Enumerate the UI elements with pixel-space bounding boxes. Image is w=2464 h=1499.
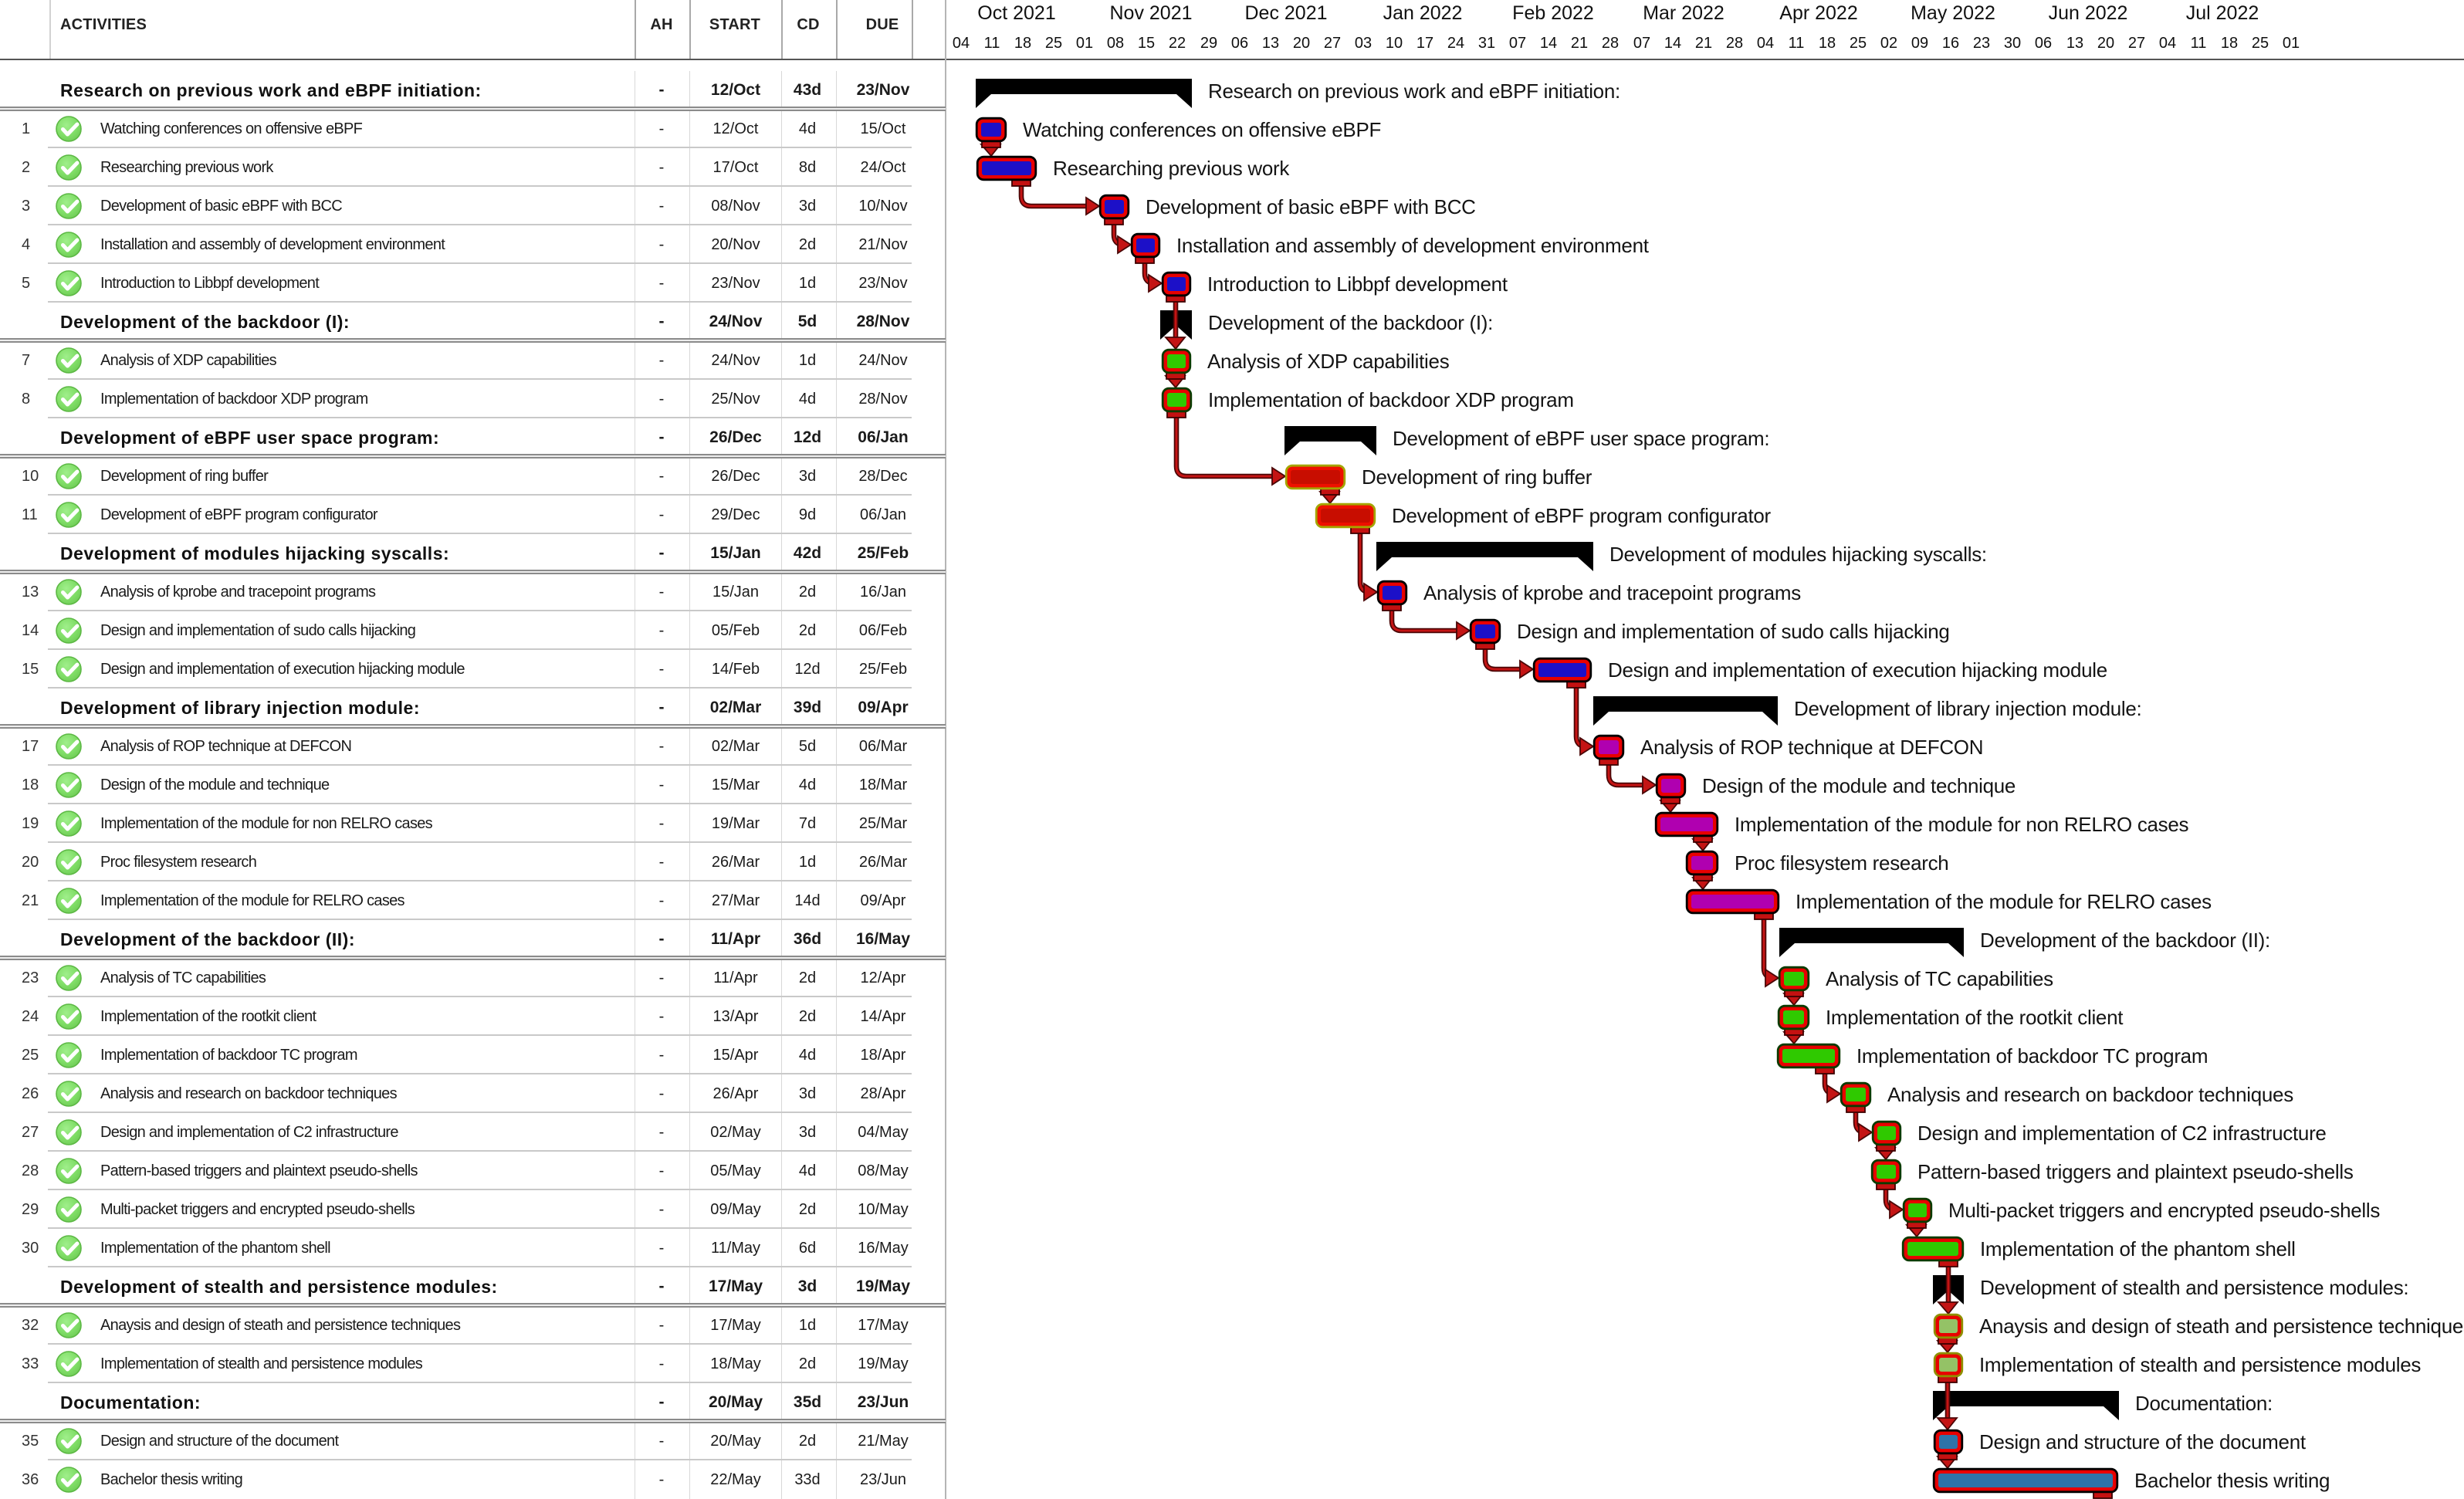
svg-text:Implementation of the module f: Implementation of the module for non REL…	[1735, 813, 2189, 836]
svg-text:Development of library injecti: Development of library injection module:	[1794, 697, 2141, 720]
svg-text:Design of the module and techn: Design of the module and technique	[1702, 774, 2016, 797]
svg-text:Development of stealth and per: Development of stealth and persistence m…	[1980, 1276, 2408, 1299]
svg-text:Analysis of kprobe and tracepo: Analysis of kprobe and tracepoint progra…	[1423, 581, 1801, 604]
svg-text:Development of eBPF program co: Development of eBPF program configurator	[1392, 504, 1772, 527]
svg-text:Pattern-based triggers and pla: Pattern-based triggers and plaintext pse…	[1917, 1160, 2354, 1183]
svg-text:Installation and assembly of d: Installation and assembly of development…	[1176, 234, 1650, 257]
svg-text:Development of basic eBPF with: Development of basic eBPF with BCC	[1146, 195, 1476, 218]
svg-text:Development of modules hijacki: Development of modules hijacking syscall…	[1609, 543, 1987, 566]
svg-text:Research on previous work and: Research on previous work and eBPF initi…	[1208, 80, 1620, 103]
svg-text:Introduction to Libbpf develop: Introduction to Libbpf development	[1207, 272, 1508, 296]
svg-text:Bachelor thesis writing: Bachelor thesis writing	[2134, 1469, 2330, 1492]
svg-text:Documentation:: Documentation:	[2135, 1392, 2273, 1415]
svg-text:Analysis of ROP technique at D: Analysis of ROP technique at DEFCON	[1640, 736, 1983, 759]
svg-text:Development of ring buffer: Development of ring buffer	[1362, 465, 1592, 489]
svg-text:Multi-packet triggers and encr: Multi-packet triggers and encrypted pseu…	[1948, 1199, 2380, 1222]
svg-text:Proc filesystem research: Proc filesystem research	[1735, 851, 1948, 875]
svg-text:Design and implementation of e: Design and implementation of execution h…	[1608, 658, 2107, 682]
svg-text:Development of the backdoor (I: Development of the backdoor (I):	[1208, 311, 1493, 334]
svg-text:Anaysis and design of steath a: Anaysis and design of steath and persist…	[1979, 1315, 2464, 1338]
svg-text:Implementation of backdoor XDP: Implementation of backdoor XDP program	[1208, 388, 1574, 411]
svg-text:Development of the backdoor (I: Development of the backdoor (II):	[1980, 929, 2270, 952]
svg-text:Analysis of TC capabilities: Analysis of TC capabilities	[1826, 967, 2053, 990]
svg-text:Design and implementation of s: Design and implementation of sudo calls …	[1517, 620, 1950, 643]
svg-text:Analysis and research on backd: Analysis and research on backdoor techni…	[1887, 1083, 2293, 1106]
svg-text:Implementation of the rootkit: Implementation of the rootkit client	[1826, 1006, 2124, 1029]
svg-text:Watching conferences on offens: Watching conferences on offensive eBPF	[1023, 118, 1381, 141]
svg-text:Design and implementation of C: Design and implementation of C2 infrastr…	[1917, 1122, 2327, 1145]
svg-text:Implementation of the module f: Implementation of the module for RELRO c…	[1796, 890, 2212, 913]
svg-text:Implementation of the phantom: Implementation of the phantom shell	[1980, 1237, 2296, 1260]
svg-text:Analysis of XDP capabilities: Analysis of XDP capabilities	[1207, 350, 1450, 373]
svg-text:Researching previous work: Researching previous work	[1053, 157, 1290, 180]
svg-text:Implementation of backdoor TC: Implementation of backdoor TC program	[1856, 1044, 2208, 1068]
svg-text:Implementation of stealth and: Implementation of stealth and persistenc…	[1979, 1353, 2421, 1376]
svg-text:Development of eBPF user space: Development of eBPF user space program:	[1393, 427, 1769, 450]
svg-text:Design and structure of the do: Design and structure of the document	[1979, 1430, 2307, 1453]
